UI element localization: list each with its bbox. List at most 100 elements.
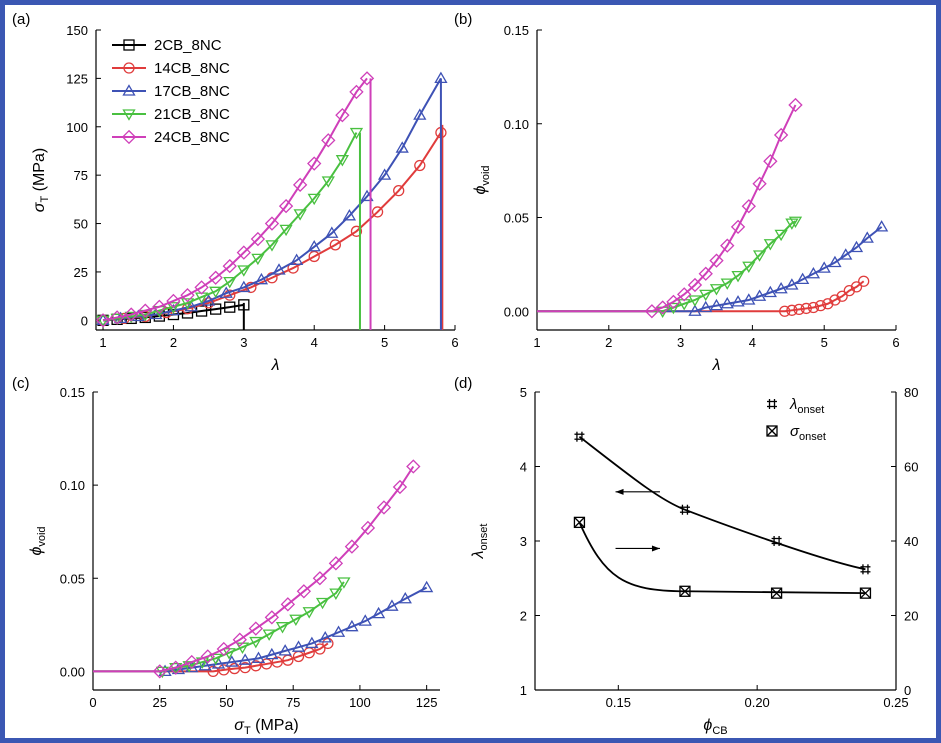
data-point [858,275,870,287]
data-point [720,238,735,253]
data-point [655,300,670,315]
panel-d: (d)0.150.200.2512345020406080σonset (MPa… [454,375,918,710]
data-point [291,640,306,652]
legend-label: 17CB_8NC [154,83,230,100]
data-point [289,614,303,627]
data-point [688,304,702,316]
data-point [843,284,855,297]
data-point [730,219,746,235]
data-point [180,287,195,303]
data-point [709,253,724,268]
x-axis-label: λ [271,357,280,374]
data-point [774,229,788,242]
data-point [307,239,321,252]
series-17CB_8NC [537,220,889,316]
data-point [166,293,181,309]
data-point [329,588,343,600]
x-tick-label: 4 [311,335,318,350]
data-point [236,245,251,260]
data-point [278,644,292,656]
data-point [796,272,810,285]
legend-label: 2CB_8NC [154,37,222,54]
series-14CB_8NC [537,275,870,317]
data-point [251,253,265,266]
y-tick-label: 0 [81,313,88,328]
data-point [800,302,812,315]
data-point [321,133,336,148]
legend-marker [123,39,135,51]
y-tick-label: 1 [520,683,527,698]
x-tick-label: 6 [451,335,458,350]
data-point [308,250,320,263]
data-point [224,301,236,313]
data-point [296,584,312,599]
data-point [315,597,330,610]
y-axis-label: λonset [470,524,490,560]
data-point [644,304,660,319]
y2-tick-label: 60 [904,460,918,475]
data-point [349,127,364,140]
data-point [325,226,339,238]
data-point [817,261,831,273]
data-point [828,255,842,268]
data-point [180,298,195,310]
legend-marker [122,109,136,121]
data-point [293,209,307,221]
series-24CB_8NC [93,459,421,679]
series-line [537,280,865,313]
data-point [337,577,351,589]
panel-label: (a) [12,11,30,28]
data-point [237,265,251,277]
data-point [788,216,803,229]
legend-label: 24CB_8NC [154,129,230,146]
legend-marker [121,129,137,145]
data-point [414,159,426,172]
y-tick-label: 0.05 [504,211,529,226]
data-point [321,176,335,188]
data-point [385,599,399,611]
legend-label: 14CB_8NC [154,60,230,77]
series-line [93,581,345,673]
x-tick-label: 0.20 [744,695,769,710]
x-axis-label: σT (MPa) [234,717,298,737]
x-tick-label: 1 [533,335,540,350]
square-x-stroke [771,587,783,599]
data-point [152,299,167,314]
data-point [371,206,384,218]
series-17CB_8NC [96,71,448,330]
x-tick-label: 3 [677,335,684,350]
y2-tick-label: 80 [904,385,918,400]
data-point [699,289,713,302]
data-point [420,580,434,593]
data-point [752,250,767,262]
panel-c: (c) 0 25 50 75 100 125 0.00 0.05 0.10 0.15 [12,375,440,710]
data-point [807,301,820,314]
data-point [687,277,703,293]
data-point [184,654,199,670]
series-14CB_8NC [97,124,447,330]
legend-label: σonset [790,423,826,443]
data-point [152,664,167,679]
data-point [237,280,251,293]
data-point [574,431,585,442]
data-point [209,653,223,666]
legend-label: λonset [789,396,824,416]
y-tick-label: 25 [74,265,88,280]
data-point [785,278,799,290]
data-point [731,295,745,307]
y-tick-label: 0.10 [60,478,85,493]
data-point [194,280,209,295]
data-point [216,641,231,657]
x-tick-label: 2 [170,335,177,350]
data-point [836,290,848,302]
square-x-box [766,425,778,437]
square-x-stroke [573,516,585,528]
data-point [264,216,280,231]
series-line [102,132,442,322]
panel-label: (b) [454,11,472,28]
data-point [666,294,681,310]
data-point [666,302,681,315]
data-point [250,231,266,247]
